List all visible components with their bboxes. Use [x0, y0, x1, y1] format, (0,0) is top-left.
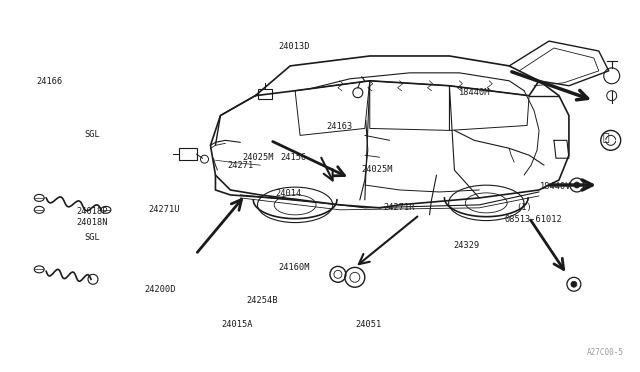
Text: 18440M: 18440M [459, 89, 490, 97]
Text: 24254B: 24254B [246, 296, 278, 305]
Text: 24013D: 24013D [278, 42, 310, 51]
Text: 24271: 24271 [228, 161, 254, 170]
Text: 24329: 24329 [454, 241, 480, 250]
Ellipse shape [35, 206, 44, 213]
Text: Ⓢ: Ⓢ [602, 133, 609, 143]
Text: 24166: 24166 [36, 77, 63, 86]
Ellipse shape [35, 195, 44, 201]
Text: 24051: 24051 [355, 320, 381, 329]
Text: SGL: SGL [84, 130, 100, 139]
Text: 24271U: 24271U [148, 205, 179, 215]
Ellipse shape [35, 266, 44, 273]
Text: 24025M: 24025M [243, 153, 274, 162]
Text: 24160M: 24160M [278, 263, 310, 272]
Ellipse shape [101, 206, 111, 213]
Bar [259, 89, 272, 99]
Text: 24200D: 24200D [145, 285, 176, 294]
Text: 24015A: 24015A [221, 320, 253, 329]
Text: 18440V: 18440V [540, 182, 572, 191]
Circle shape [574, 182, 580, 188]
Text: 24018P: 24018P [77, 207, 108, 217]
Text: 24271R: 24271R [384, 203, 415, 212]
Bar [179, 148, 196, 160]
Text: 24018N: 24018N [77, 218, 108, 227]
Text: 24156: 24156 [280, 153, 307, 162]
Text: 24014: 24014 [275, 189, 301, 198]
Text: 08513-61012: 08513-61012 [505, 215, 563, 224]
Text: 24163: 24163 [326, 122, 353, 131]
Text: SGL: SGL [84, 233, 100, 242]
Circle shape [571, 281, 577, 287]
Text: A27C00-5: A27C00-5 [587, 348, 623, 357]
Text: (1): (1) [516, 203, 532, 212]
Text: 24025M: 24025M [362, 165, 393, 174]
